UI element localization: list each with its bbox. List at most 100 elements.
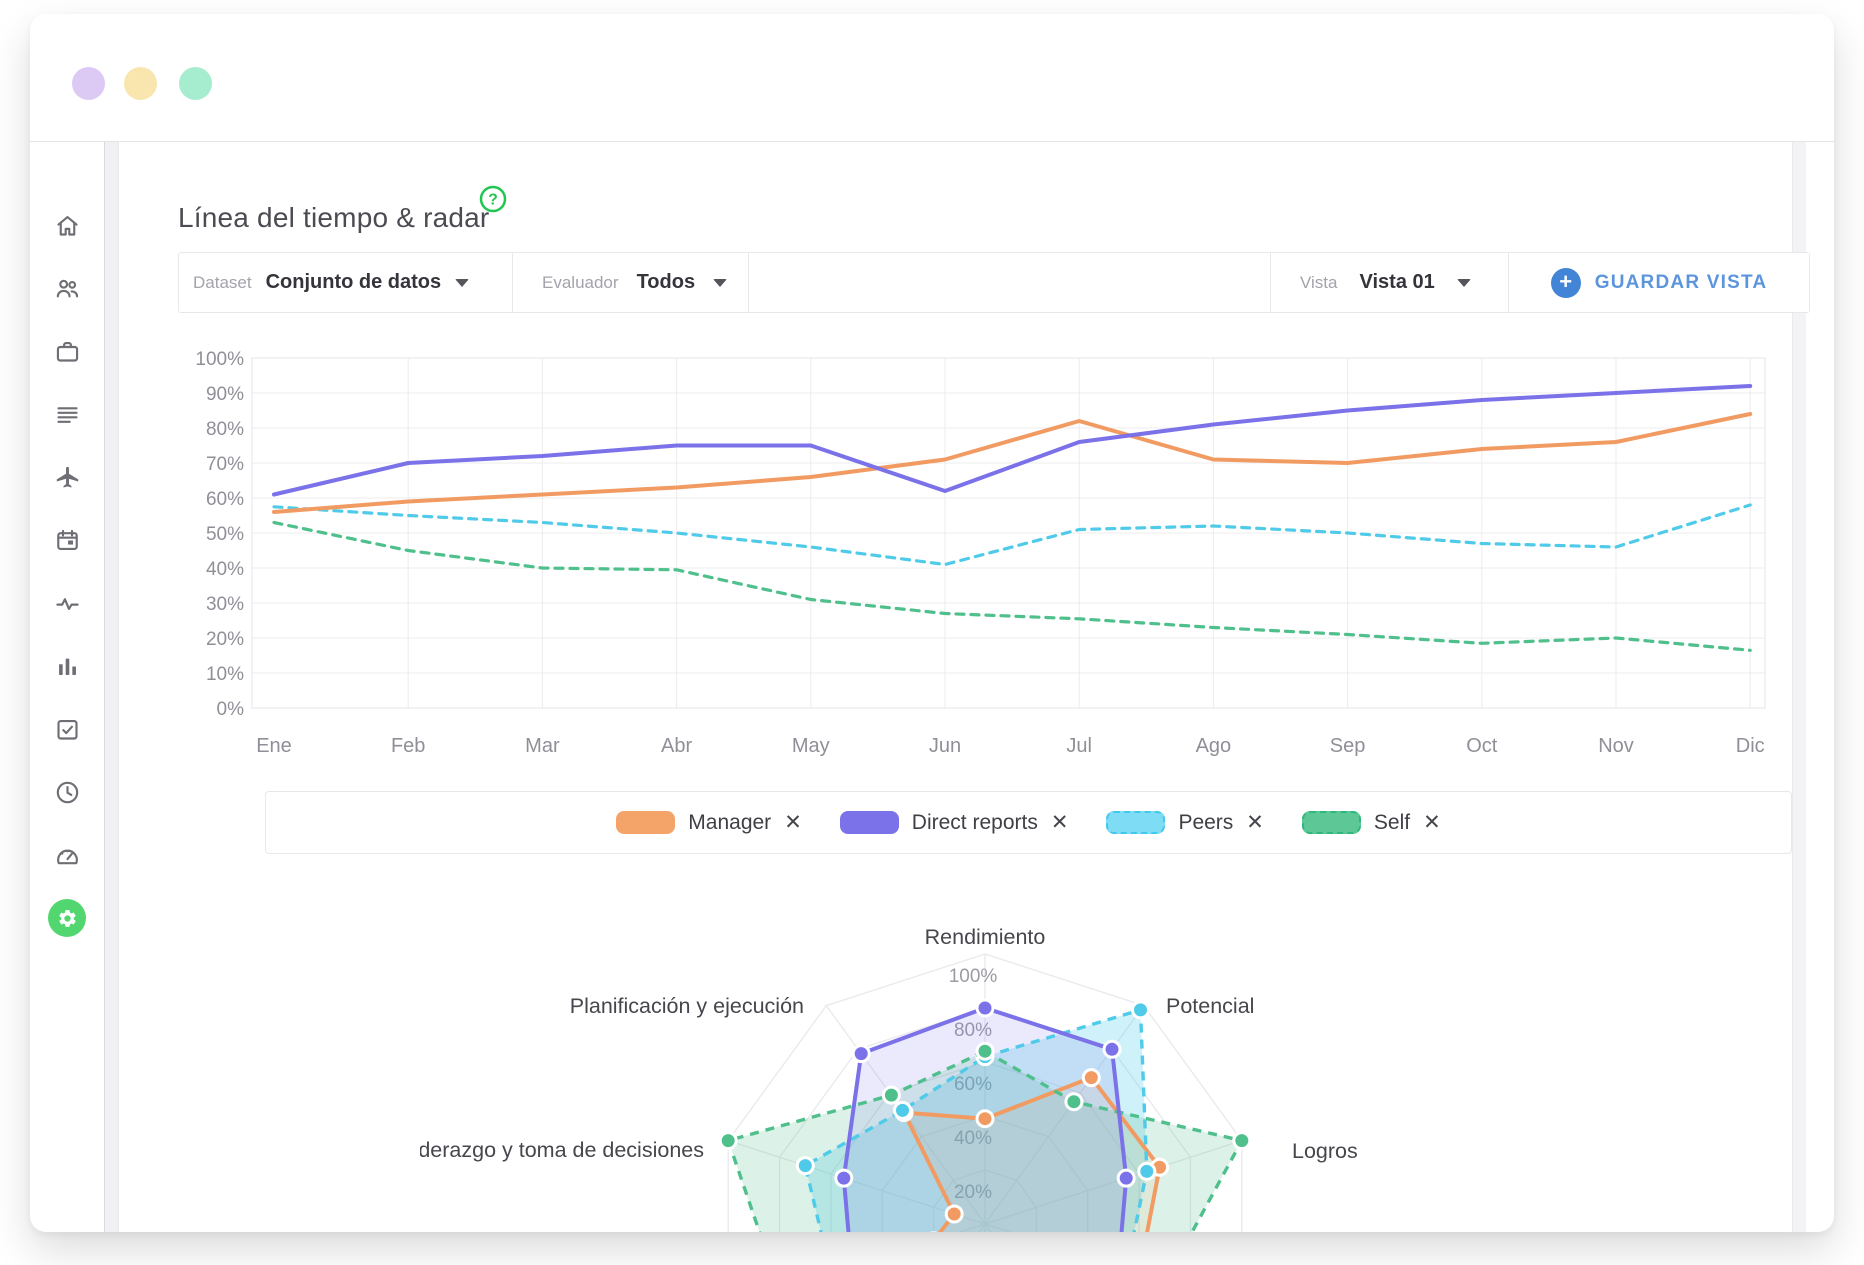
- sidebar-divider: [104, 142, 105, 1232]
- clock-icon: [56, 781, 78, 804]
- svg-text:60%: 60%: [206, 489, 244, 510]
- svg-text:Feb: Feb: [391, 735, 425, 757]
- toolbar-spacer: [749, 253, 1271, 312]
- legend-swatch: [1106, 811, 1166, 834]
- svg-text:Sep: Sep: [1330, 735, 1366, 757]
- question-circle-icon: ?: [479, 185, 507, 213]
- users-icon: [56, 279, 78, 298]
- svg-text:20%: 20%: [206, 629, 244, 650]
- sidebar: [30, 142, 104, 1232]
- vista-label: Vista: [1300, 272, 1338, 292]
- svg-text:20%: 20%: [954, 1182, 992, 1203]
- svg-text:30%: 30%: [206, 594, 244, 615]
- svg-text:50%: 50%: [206, 524, 244, 545]
- svg-text:Dic: Dic: [1736, 735, 1765, 757]
- sidebar-item-briefcase[interactable]: [54, 338, 81, 365]
- calendar-icon: [56, 529, 78, 551]
- legend-remove-icon[interactable]: ✕: [784, 811, 802, 834]
- svg-text:Ago: Ago: [1196, 735, 1232, 757]
- save-view-button[interactable]: + GUARDAR VISTA: [1509, 253, 1809, 312]
- svg-text:Ene: Ene: [256, 735, 292, 757]
- legend-swatch: [1301, 811, 1361, 834]
- activity-icon: [55, 598, 79, 610]
- briefcase-icon: [56, 341, 78, 362]
- svg-text:Logros: Logros: [1292, 1139, 1358, 1163]
- sidebar-item-home[interactable]: [54, 212, 81, 239]
- legend-label: Manager: [688, 810, 772, 834]
- sidebar-item-activity[interactable]: [54, 590, 81, 617]
- dataset-label: Dataset: [193, 272, 252, 292]
- svg-text:May: May: [792, 735, 830, 757]
- sidebar-item-calendar[interactable]: [54, 527, 81, 554]
- sidebar-item-users[interactable]: [54, 275, 81, 302]
- sidebar-item-gauge[interactable]: [54, 842, 81, 869]
- svg-text:40%: 40%: [954, 1128, 992, 1149]
- svg-text:Nov: Nov: [1598, 735, 1634, 757]
- svg-text:Oct: Oct: [1466, 735, 1498, 757]
- legend-label: Peers: [1178, 810, 1234, 834]
- plus-icon: +: [1550, 267, 1581, 298]
- list-icon: [56, 407, 78, 423]
- left-scroll-gutter[interactable]: [105, 142, 119, 1232]
- sidebar-item-bar-chart[interactable]: [54, 653, 81, 680]
- svg-text:10%: 10%: [206, 664, 244, 685]
- sidebar-item-clock[interactable]: [54, 779, 81, 806]
- svg-text:Rendimiento: Rendimiento: [925, 925, 1046, 949]
- svg-text:Liderazgo y toma de decisiones: Liderazgo y toma de decisiones: [420, 1138, 704, 1162]
- evaluator-label: Evaluador: [542, 272, 619, 292]
- window-control-2[interactable]: [124, 67, 157, 100]
- svg-text:80%: 80%: [954, 1020, 992, 1041]
- radar-chart: 100% 80% 60% 40% 20% Rendimiento Potencial Logr…: [420, 925, 1358, 1232]
- chart-legend: Manager ✕ Direct reports ✕ Peers ✕ Self ✕: [265, 791, 1792, 854]
- legend-remove-icon[interactable]: ✕: [1246, 811, 1264, 834]
- svg-text:60%: 60%: [954, 1074, 992, 1095]
- evaluator-value: Todos: [636, 271, 696, 293]
- chevron-down-icon: [455, 278, 470, 287]
- dataset-value: Conjunto de datos: [265, 271, 442, 293]
- page-title: Línea del tiempo & radar: [178, 201, 490, 233]
- svg-text:100%: 100%: [949, 966, 998, 987]
- right-scrollbar[interactable]: [1792, 142, 1806, 1232]
- settings-icon: [58, 909, 76, 927]
- titlebar: [30, 14, 1834, 142]
- sidebar-item-list[interactable]: [54, 401, 81, 428]
- evaluator-selector[interactable]: Evaluador Todos: [513, 253, 749, 312]
- window-control-1[interactable]: [72, 67, 105, 100]
- legend-remove-icon[interactable]: ✕: [1423, 811, 1441, 834]
- save-view-label: GUARDAR VISTA: [1594, 271, 1768, 293]
- plane-icon: [56, 466, 78, 488]
- legend-item: Self ✕: [1301, 810, 1441, 835]
- help-icon[interactable]: ?: [478, 184, 508, 214]
- legend-item: Manager ✕: [616, 811, 802, 835]
- chevron-down-icon: [1456, 278, 1471, 287]
- sidebar-item-plane[interactable]: [54, 464, 81, 491]
- legend-remove-icon[interactable]: ✕: [1050, 811, 1069, 834]
- svg-text:Potencial: Potencial: [1166, 994, 1254, 1018]
- bar-chart-icon: [58, 658, 76, 675]
- sidebar-item-tasks[interactable]: [54, 716, 81, 743]
- dataset-selector[interactable]: Dataset Conjunto de datos: [179, 253, 513, 312]
- legend-label: Direct reports: [911, 810, 1038, 834]
- svg-text:Jun: Jun: [929, 735, 961, 757]
- toolbar: Dataset Conjunto de datos Evaluador Todo…: [178, 252, 1810, 313]
- tasks-icon: [56, 719, 78, 740]
- svg-text:90%: 90%: [206, 384, 244, 405]
- legend-item: Direct reports ✕: [839, 810, 1069, 835]
- sidebar-item-settings[interactable]: [48, 899, 86, 937]
- chevron-down-icon: [713, 278, 728, 287]
- legend-label: Self: [1373, 810, 1411, 834]
- svg-text:Abr: Abr: [661, 735, 692, 757]
- svg-text:80%: 80%: [206, 419, 244, 440]
- svg-text:Mar: Mar: [525, 735, 560, 757]
- svg-text:?: ?: [488, 192, 498, 209]
- legend-item: Peers ✕: [1106, 810, 1264, 835]
- vista-selector[interactable]: Vista Vista 01: [1271, 253, 1509, 312]
- svg-text:40%: 40%: [206, 559, 244, 580]
- svg-text:Jul: Jul: [1066, 735, 1092, 757]
- window-control-3[interactable]: [179, 67, 212, 100]
- legend-swatch: [839, 811, 899, 834]
- home-icon: [56, 215, 78, 236]
- gauge-icon: [56, 849, 78, 865]
- timeline-chart: 0% 10% 20% 30% 40% 50% 60% 70% 80% 90% 100% Ene Feb M…: [195, 349, 1766, 757]
- svg-text:100%: 100%: [195, 349, 244, 370]
